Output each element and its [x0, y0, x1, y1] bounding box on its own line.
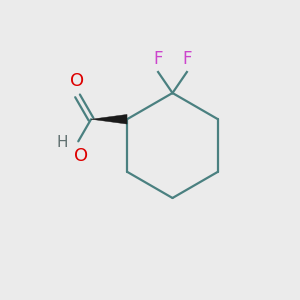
Text: F: F: [182, 50, 192, 68]
Text: O: O: [74, 147, 88, 165]
Text: F: F: [153, 50, 163, 68]
Polygon shape: [91, 114, 127, 124]
Text: O: O: [70, 73, 85, 91]
Text: H: H: [57, 135, 68, 150]
